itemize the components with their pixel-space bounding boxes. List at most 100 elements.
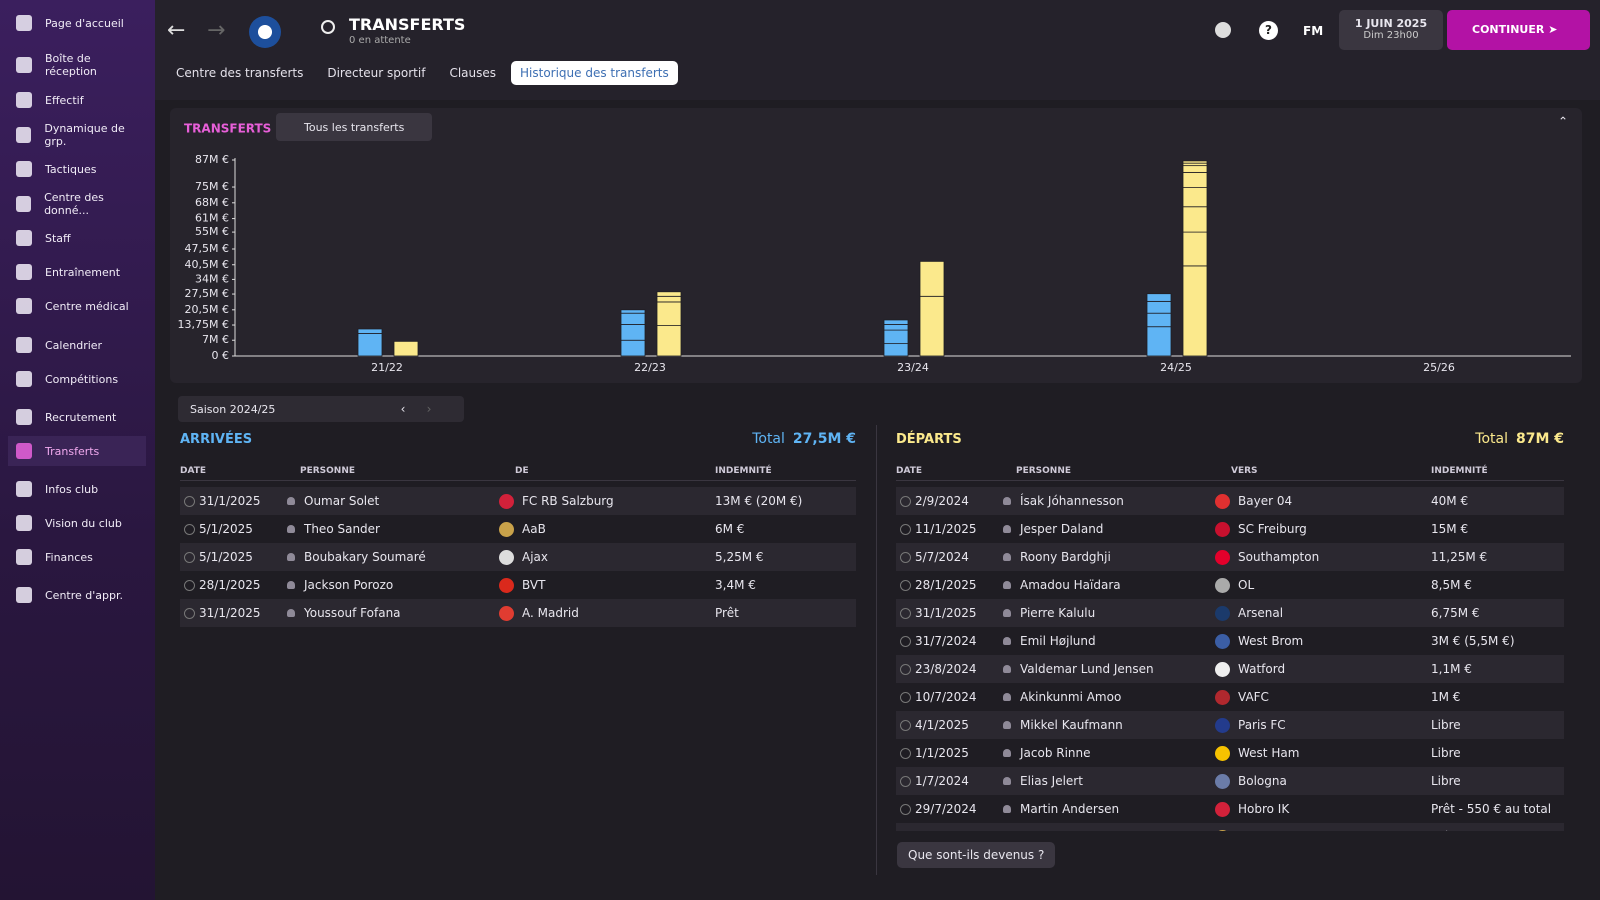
- nav-item[interactable]: Recrutement: [8, 402, 146, 432]
- search-icon[interactable]: [321, 20, 335, 34]
- season-selector[interactable]: Saison 2024/25 ‹ ›: [178, 396, 464, 422]
- table-row[interactable]: 5/7/2024 Roony Bardghji Southampton 11,25M …: [896, 543, 1564, 571]
- nav-item[interactable]: Entraînement: [8, 257, 146, 287]
- nav-item[interactable]: Transferts: [8, 436, 146, 466]
- table-row[interactable]: 11/1/2025 Jesper Daland SC Freiburg 15M €: [896, 515, 1564, 543]
- date: 10/7/2024: [915, 690, 977, 704]
- nav-item[interactable]: Boîte de réception: [8, 50, 146, 80]
- nav-item[interactable]: Compétitions: [8, 364, 146, 394]
- club: West Ham: [1238, 746, 1300, 760]
- nav-item[interactable]: Calendrier: [8, 330, 146, 360]
- date: 23/8/2024: [915, 662, 977, 676]
- nav-item[interactable]: Centre des donné...: [8, 189, 146, 219]
- club-logo: [499, 493, 514, 509]
- column-header[interactable]: DATE: [180, 465, 207, 476]
- tab[interactable]: Clauses: [449, 66, 496, 80]
- date-cell: 1/7/2024: [896, 774, 996, 788]
- table-row[interactable]: 29/7/2024 Martin Andersen Hobro IK Prêt - 5…: [896, 795, 1564, 823]
- table-row[interactable]: 2/9/2024 Ísak Jóhannesson Bayer 04 40M €: [896, 487, 1564, 515]
- table-row[interactable]: 4/1/2025 Mikkel Kaufmann Paris FC Libre: [896, 711, 1564, 739]
- table-row[interactable]: 31/7/2024 Emil Højlund West Brom 3M € (5,5M…: [896, 627, 1564, 655]
- nav-icon: [16, 230, 32, 246]
- season-prev[interactable]: ‹: [400, 402, 406, 416]
- nav-item[interactable]: Page d'accueil: [8, 8, 146, 38]
- table-row[interactable]: 28/1/2025 Amadou Haïdara OL 8,5M €: [896, 571, 1564, 599]
- x-tick-label: 21/22: [371, 361, 403, 374]
- column-header[interactable]: DE: [515, 465, 529, 476]
- nav-item[interactable]: Finances: [8, 542, 146, 572]
- tab[interactable]: Historique des transferts: [511, 61, 678, 85]
- tab[interactable]: Centre des transferts: [176, 66, 304, 80]
- column-header[interactable]: INDEMNITÉ: [1431, 465, 1488, 476]
- page-title: TRANSFERTS: [349, 15, 466, 34]
- bar-segment: [1182, 231, 1208, 267]
- tab[interactable]: Directeur sportif: [327, 66, 426, 80]
- table-row[interactable]: 5/1/2025 Boubakary Soumaré Ajax 5,25M €: [180, 543, 856, 571]
- bar-segment: [656, 291, 682, 297]
- table-row[interactable]: 31/1/2025 Youssouf Fofana A. Madrid Prêt: [180, 599, 856, 627]
- person: Roony Bardghji: [1020, 550, 1111, 564]
- table-row[interactable]: 31/1/2025 Pierre Kalulu Arsenal 6,75M €: [896, 599, 1564, 627]
- table-row[interactable]: 23/8/2024 Valdemar Lund Jensen Watford 1,1M…: [896, 655, 1564, 683]
- nav-item[interactable]: Vision du club: [8, 508, 146, 538]
- club-cell: Ajax: [495, 549, 715, 565]
- table-row[interactable]: 31/1/2025 Oumar Solet FC RB Salzburg 13M € …: [180, 487, 856, 515]
- nav-icon: [16, 161, 32, 177]
- nav-label: Vision du club: [45, 516, 122, 530]
- forward-button[interactable]: →: [207, 18, 226, 43]
- person: Akinkunmi Amoo: [1020, 690, 1122, 704]
- column-header[interactable]: PERSONNE: [300, 465, 356, 476]
- club: Southampton: [1238, 550, 1320, 564]
- table-row[interactable]: 5/1/2025 Theo Sander AaB 6M €: [180, 515, 856, 543]
- column-header[interactable]: INDEMNITÉ: [715, 465, 772, 476]
- nav-label: Centre des donné...: [44, 191, 104, 217]
- club-logo: [1215, 605, 1230, 621]
- nav-item[interactable]: Infos club: [8, 474, 146, 504]
- nav-label: Transferts: [45, 444, 100, 458]
- nav-item[interactable]: Centre médical: [8, 291, 146, 321]
- table-row[interactable]: 10/7/2024 Akinkunmi Amoo VAFC 1M €: [896, 683, 1564, 711]
- person-cell: Mikkel Kaufmann: [996, 718, 1211, 732]
- date-box[interactable]: 1 JUIN 2025 Dim 23h00: [1339, 10, 1443, 50]
- table-row[interactable]: 28/1/2025 Jackson Porozo BVT 3,4M €: [180, 571, 856, 599]
- club: OL: [1238, 578, 1255, 592]
- continue-button[interactable]: CONTINUER ➤: [1447, 10, 1590, 50]
- nav-label: Compétitions: [45, 372, 119, 386]
- club-badge[interactable]: [249, 16, 281, 48]
- nav-item[interactable]: Dynamique de grp.: [8, 120, 146, 150]
- club-logo: [1215, 577, 1230, 593]
- date: 5/1/2025: [199, 522, 253, 536]
- ball-icon[interactable]: [1215, 22, 1231, 38]
- club-logo: [1215, 521, 1230, 537]
- nav-icon: [16, 92, 32, 108]
- bar-segment: [1182, 160, 1208, 164]
- nav-item[interactable]: Staff: [8, 223, 146, 253]
- filter-dropdown[interactable]: [276, 113, 432, 141]
- fee: 5,25M €: [715, 550, 764, 564]
- y-tick-label: 47,5M €: [185, 242, 229, 255]
- table-row[interactable]: 1/7/2024 Elias Jelert Bologna Libre: [896, 767, 1564, 795]
- nav-item[interactable]: Centre d'appr.: [8, 580, 146, 610]
- date-cell: 31/1/2025: [180, 494, 280, 508]
- back-button[interactable]: ←: [167, 18, 186, 43]
- person-cell: Valdemar Lund Jensen: [996, 662, 1211, 676]
- nav-icon: [16, 337, 32, 353]
- table-row[interactable]: 1/1/2025 Jacob Rinne West Ham Libre: [896, 739, 1564, 767]
- date-cell: 31/1/2025: [180, 606, 280, 620]
- person: Youssouf Fofana: [304, 606, 401, 620]
- column-header[interactable]: PERSONNE: [1016, 465, 1072, 476]
- nav-item[interactable]: Effectif: [8, 85, 146, 115]
- collapse-button[interactable]: ⌃: [1558, 115, 1568, 129]
- nav-item[interactable]: Tactiques: [8, 154, 146, 184]
- person-icon: [1003, 777, 1011, 785]
- column-header[interactable]: VERS: [1231, 465, 1258, 476]
- total-label: Total: [752, 431, 785, 447]
- column-header[interactable]: DATE: [896, 465, 923, 476]
- y-tick-label: 7M €: [202, 333, 229, 346]
- season-next[interactable]: ›: [426, 402, 432, 416]
- fee: 3M € (5,5M €): [1431, 634, 1515, 648]
- help-button[interactable]: ?: [1259, 21, 1278, 40]
- whereabouts-button[interactable]: Que sont-ils devenus ?: [897, 842, 1056, 868]
- date: 1/7/2024: [915, 774, 969, 788]
- table-row[interactable]: 31/1/2025 Søren Skov AaB Prêt: [896, 823, 1564, 831]
